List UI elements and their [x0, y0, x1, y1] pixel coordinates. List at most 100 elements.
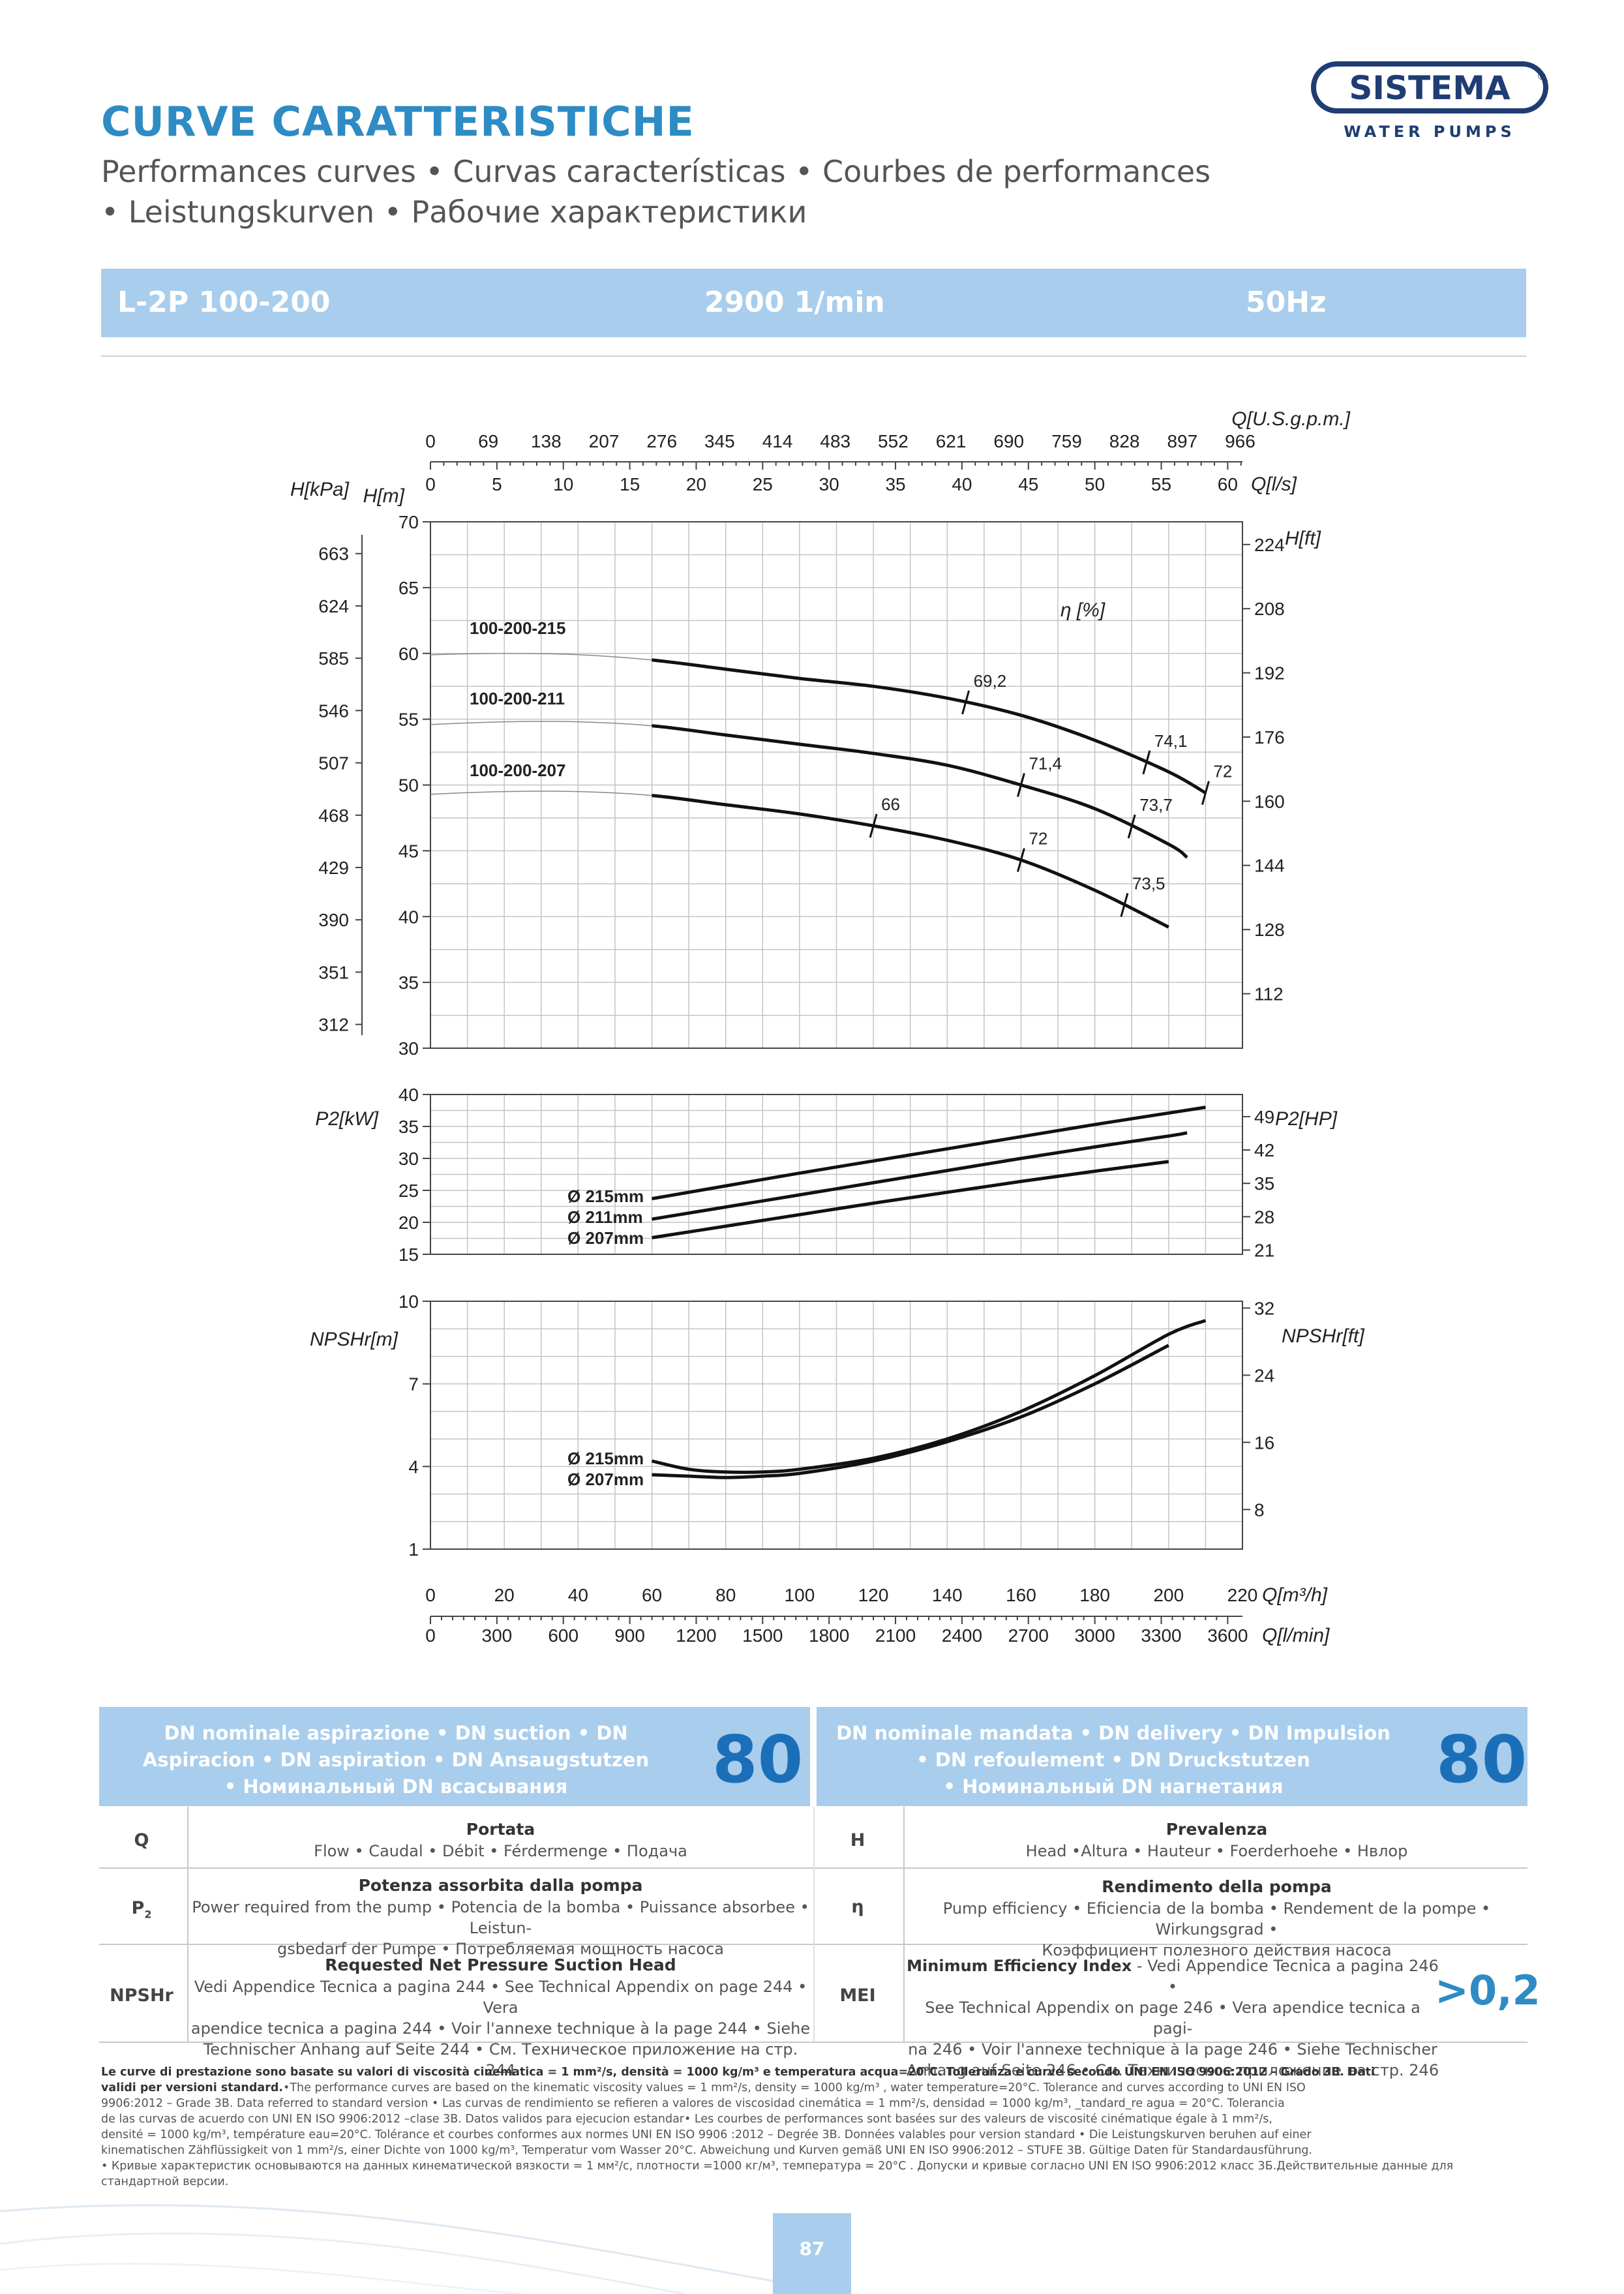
series-label-100-200-215: 100-200-215	[470, 618, 565, 638]
y-right-tick-label: 49	[1254, 1107, 1274, 1127]
p2-description-line2: gsbedarf der Pumpe • Потребляемая мощнос…	[277, 1940, 724, 1958]
efficiency-tick	[1017, 848, 1025, 872]
x-tick-label-usgpm: 483	[820, 431, 850, 451]
footnote-bold-1: Le curve di prestazione sono basate su v…	[101, 2066, 1375, 2079]
x-tick-label-usgpm: 552	[878, 431, 909, 451]
x-tick-label-lmin: 900	[614, 1625, 645, 1646]
x-tick-label-usgpm: 138	[531, 431, 562, 451]
mei-description: Minimum Efficiency Index - Vedi Appendic…	[905, 1955, 1440, 2081]
npshr-curve	[652, 1344, 1169, 1479]
x-tick-label-m3h: 20	[494, 1585, 515, 1605]
npshr-description-line2: apendice tecnica a pagina 244 • Voir l'a…	[190, 2019, 811, 2038]
x-tick-label-m3h: 40	[568, 1585, 588, 1605]
plot-frame	[430, 1094, 1243, 1255]
table-bottom-border	[99, 2042, 1527, 2043]
dn-delivery-box: DN nominale mandata • DN delivery • DN I…	[817, 1707, 1527, 1806]
x-tick-label-lmin: 2100	[875, 1625, 916, 1646]
x-tick-label-lmin: 1500	[742, 1625, 783, 1646]
efficiency-tick	[1201, 781, 1210, 806]
y-tick-label: 15	[398, 1245, 419, 1265]
plot-frame	[430, 1301, 1243, 1550]
power-series-label: Ø 207mm	[567, 1228, 644, 1248]
p2-description: Power required from the pump • Potencia …	[189, 1897, 812, 1959]
x-tick-label-usgpm: 621	[936, 431, 967, 451]
y-tick-label: 60	[398, 644, 419, 664]
page-number: 87	[773, 2213, 851, 2294]
y-axis-label-hp: P2[HP]	[1275, 1108, 1338, 1130]
head-curve-100-200-211	[652, 724, 1188, 859]
mei-description-line3: na 246 • Voir l'annexe technique à la pa…	[908, 2040, 1437, 2059]
y-right-tick-label: 208	[1254, 599, 1285, 619]
x-axis-label-lmin: Q[l/min]	[1262, 1625, 1330, 1646]
x-tick-label-lmin: 3600	[1207, 1625, 1248, 1646]
table-divider	[813, 1807, 815, 2042]
x-tick-label-lmin: 2700	[1008, 1625, 1049, 1646]
power-series-label: Ø 215mm	[567, 1186, 644, 1206]
efficiency-value: 72	[1213, 762, 1232, 781]
efficiency-value: 73,7	[1139, 795, 1173, 815]
eta-description-line1: Pump efficiency • Eficiencia de la bomba…	[942, 1899, 1491, 1939]
footnote-line5: densité = 1000 kg/m³, température eau=20…	[101, 2128, 1312, 2141]
npshr-curve	[651, 1319, 1207, 1474]
p2-description-line1: Power required from the pump • Potencia …	[192, 1898, 809, 1937]
table-divider	[903, 1807, 905, 2042]
dn-suction-box: DN nominale aspirazione • DN suction • D…	[99, 1707, 810, 1806]
kpa-tick-label: 468	[318, 806, 349, 826]
x-tick-label-ls: 5	[492, 474, 502, 494]
y-tick-label: 10	[398, 1291, 419, 1312]
x-tick-label-ls: 10	[553, 474, 573, 494]
x-tick-label-usgpm: 414	[762, 431, 793, 451]
dn-delivery-label-line2: • DN refoulement • DN Druckstutzen	[916, 1749, 1310, 1771]
h-title: Prevalenza	[1165, 1820, 1268, 1839]
y-right-tick-label: 112	[1254, 984, 1284, 1004]
efficiency-tick	[1127, 814, 1136, 839]
mei-value: >0,2	[1435, 1967, 1541, 2014]
npshr-title: Requested Net Pressure Suction Head	[325, 1955, 676, 1974]
y-right-tick-label: 35	[1254, 1173, 1274, 1194]
y-tick-label: 4	[408, 1456, 419, 1477]
x-tick-label-lmin: 2400	[942, 1625, 982, 1646]
y-right-tick-label: 176	[1254, 727, 1285, 747]
y-right-tick-label: 144	[1254, 856, 1285, 876]
y-right-tick-label: 224	[1254, 535, 1285, 555]
symbol-npshr: NPSHr	[110, 1985, 173, 2006]
y-tick-label: 70	[398, 512, 419, 532]
y-tick-label: 65	[398, 578, 419, 598]
y-right-tick-label: 42	[1254, 1140, 1274, 1160]
kpa-tick-label: 429	[318, 858, 349, 878]
y-tick-label: 55	[398, 710, 419, 730]
x-axis-label-ls: Q[l/s]	[1251, 474, 1297, 495]
x-tick-label-m3h: 120	[858, 1585, 889, 1605]
power-curve	[652, 1106, 1206, 1201]
footnote: Le curve di prestazione sono basate su v…	[101, 2064, 1523, 2190]
eta-title: Rendimento della pompa	[1102, 1877, 1332, 1896]
x-tick-label-m3h: 100	[785, 1585, 815, 1605]
npshr-description-line3: Technischer Anhang auf Seite 244 • См. Т…	[203, 2040, 798, 2079]
y-right-tick-label: 8	[1254, 1500, 1265, 1520]
y-tick-label: 25	[398, 1181, 419, 1201]
y-right-tick-label: 24	[1254, 1365, 1274, 1385]
footnote-line7: • Кривые характеристик основываются на д…	[101, 2160, 1454, 2173]
efficiency-label: η [%]	[1060, 599, 1105, 621]
banner-divider	[101, 355, 1526, 357]
efficiency-tick	[869, 813, 878, 838]
x-tick-label-ls: 55	[1151, 474, 1171, 494]
kpa-tick-label: 351	[318, 962, 349, 982]
subtitle-line-2: • Leistungskurven • Рабочие характеристи…	[101, 194, 807, 230]
x-tick-label-m3h: 80	[715, 1585, 736, 1605]
footnote-line4: de las curvas de acuerdo con UNI EN ISO …	[101, 2113, 1272, 2126]
y-axis-label-m: H[m]	[363, 485, 405, 507]
banner-speed: 2900 1/min	[704, 286, 885, 319]
efficiency-tick	[961, 690, 970, 715]
series-label-100-200-211: 100-200-211	[470, 689, 565, 708]
x-tick-label-usgpm: 207	[589, 431, 620, 451]
y-axis-label-kw: P2[kW]	[315, 1108, 378, 1130]
dn-suction-label: DN nominale aspirazione • DN suction • D…	[112, 1720, 680, 1800]
x-tick-label-ls: 35	[885, 474, 905, 494]
y-tick-label: 20	[398, 1213, 419, 1233]
npshr-series-label: Ø 207mm	[567, 1470, 644, 1489]
banner-frequency: 50Hz	[1246, 286, 1327, 319]
symbol-p2: P2	[99, 1898, 184, 1920]
x-tick-label-ls: 20	[686, 474, 706, 494]
x-tick-label-usgpm: 345	[704, 431, 735, 451]
